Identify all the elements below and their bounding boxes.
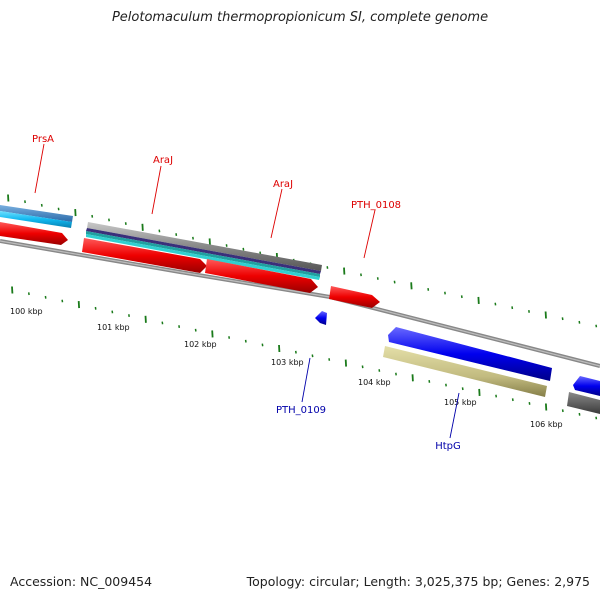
gene-label-prsa: PrsA [32,134,54,145]
inner-tick-row [11,286,598,420]
gene-label-pth0109: PTH_0109 [276,405,326,416]
gene-arrow-prsa[interactable] [0,222,68,245]
outer-tick-row [7,194,598,328]
gene-arrow-pth0109[interactable] [315,311,327,325]
gene-label-araj-1: AraJ [153,155,173,166]
feature-track-teal [86,231,320,280]
gene-labels: PrsA AraJ AraJ PTH_0108 PTH_0109 HtpG [32,134,461,452]
genome-backbone [0,239,600,368]
gene-arrow-araj-1[interactable] [82,238,207,273]
topology-info: Topology: circular; Length: 3,025,375 bp… [246,574,590,589]
feature-track-steel [0,205,73,222]
feature-track-dark-gray [567,392,600,414]
gene-arrow-htpg[interactable] [388,327,552,381]
label-leader-lines [34,143,460,439]
gene-arrow-pth0108[interactable] [329,286,380,308]
gene-label-araj-2: AraJ [273,179,293,190]
gene-arrow-araj-2[interactable] [205,259,318,293]
scale-label-105: 105 kbp [444,398,477,407]
scale-label-106: 106 kbp [530,420,563,429]
feature-track-cyan [0,211,72,228]
feature-track-gray [87,222,322,271]
scale-label-104: 104 kbp [358,378,391,387]
map-title: Pelotomaculum thermopropionicum SI, comp… [111,10,489,25]
gene-label-htpg: HtpG [435,441,461,452]
feature-track-khaki [383,346,547,397]
scale-label-102: 102 kbp [184,340,217,349]
scale-label-100: 100 kbp [10,307,43,316]
scale-label-101: 101 kbp [97,323,130,332]
gene-label-pth0108: PTH_0108 [351,200,401,211]
accession-info: Accession: NC_009454 [10,574,153,589]
gene-arrow-right-edge[interactable] [573,376,600,396]
feature-track-navy [86,228,321,274]
scale-label-103: 103 kbp [271,358,304,367]
scale-labels: 100 kbp 101 kbp 102 kbp 103 kbp 104 kbp … [10,307,563,429]
